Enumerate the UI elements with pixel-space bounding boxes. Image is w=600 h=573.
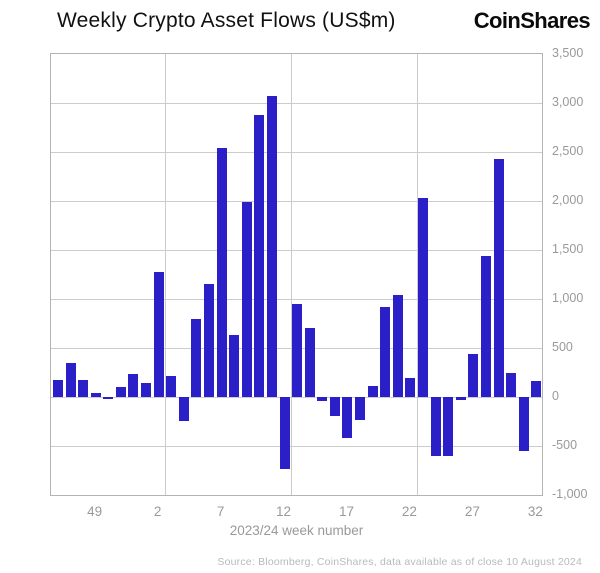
bar-week-48: [78, 380, 89, 397]
h-gridline-1000: [51, 299, 542, 300]
v-gridline: [164, 54, 166, 495]
plot-area: [50, 53, 543, 496]
bar-week-9: [241, 201, 252, 397]
bar-week-6: [204, 283, 214, 397]
y-tick-label: -500: [552, 438, 578, 452]
x-tick-label-32: 32: [527, 504, 543, 519]
x-tick-label-27: 27: [464, 504, 480, 519]
bar-week-28: [480, 255, 491, 397]
x-tick-label-7: 7: [216, 504, 225, 519]
h-gridline-0: [51, 397, 542, 398]
bar-week-29: [493, 158, 504, 397]
h-gridline--500: [51, 446, 542, 447]
bar-week-14: [304, 327, 315, 397]
y-tick-label: 0: [552, 389, 559, 403]
bar-week-11: [266, 96, 277, 397]
h-gridline-2500: [51, 152, 542, 153]
y-tick-label: 2,000: [552, 193, 584, 207]
bar-week-5: [191, 318, 202, 397]
bar-week-8: [229, 335, 240, 397]
v-gridline: [290, 54, 292, 495]
bar-week-2: [153, 271, 164, 397]
y-tick-label: 1,000: [552, 291, 584, 305]
y-tick-label: 3,500: [552, 46, 584, 60]
h-gridline-3000: [51, 103, 542, 104]
h-gridline-1500: [51, 250, 542, 251]
x-tick-label-2: 2: [153, 504, 162, 519]
bar-week-1: [141, 382, 152, 397]
bar-week-20: [380, 307, 391, 397]
x-tick-label-17: 17: [338, 504, 354, 519]
bar-week-27: [468, 353, 479, 397]
bar-week-16: [329, 397, 340, 417]
y-tick-label: 3,000: [552, 95, 584, 109]
chart-title: Weekly Crypto Asset Flows (US$m): [57, 9, 396, 32]
bar-week-12: [279, 397, 290, 469]
y-tick-label: 1,500: [552, 242, 584, 256]
x-tick-label-22: 22: [401, 504, 417, 519]
bar-week-25: [443, 397, 454, 456]
bar-week-30: [506, 372, 517, 397]
y-tick-label: -1,000: [552, 487, 588, 501]
bar-week-15: [317, 397, 328, 402]
bar-week-24: [430, 397, 441, 456]
bar-week-19: [367, 385, 378, 397]
bar-week-3: [166, 375, 177, 397]
bar-week-17: [342, 397, 353, 438]
bar-week-10: [254, 114, 265, 397]
bar-week-4: [178, 397, 189, 421]
x-tick-label-49: 49: [87, 504, 103, 519]
bar-week-22: [405, 378, 416, 397]
bar-week-13: [292, 303, 303, 397]
y-tick-label: 500: [552, 340, 573, 354]
bar-week-50: [103, 397, 114, 400]
bar-week-52: [128, 373, 139, 397]
y-tick-label: 2,500: [552, 144, 584, 158]
source-note: Source: Bloomberg, CoinShares, data avai…: [217, 556, 582, 568]
bar-week-21: [392, 295, 403, 397]
x-axis-title: 2023/24 week number: [229, 523, 364, 538]
bar-week-23: [418, 197, 429, 397]
bar-week-18: [355, 397, 366, 421]
h-gridline-2000: [51, 201, 542, 202]
bar-week-46: [52, 380, 63, 397]
bar-week-47: [65, 362, 76, 397]
bar-week-51: [115, 387, 126, 397]
bar-week-31: [518, 397, 529, 451]
bar-week-7: [216, 148, 227, 397]
coinshares-logo: CoinShares: [473, 8, 591, 33]
v-gridline: [416, 54, 418, 495]
bar-week-49: [90, 392, 101, 397]
bar-week-32: [531, 381, 542, 397]
x-tick-label-12: 12: [276, 504, 292, 519]
bar-week-26: [455, 397, 466, 400]
